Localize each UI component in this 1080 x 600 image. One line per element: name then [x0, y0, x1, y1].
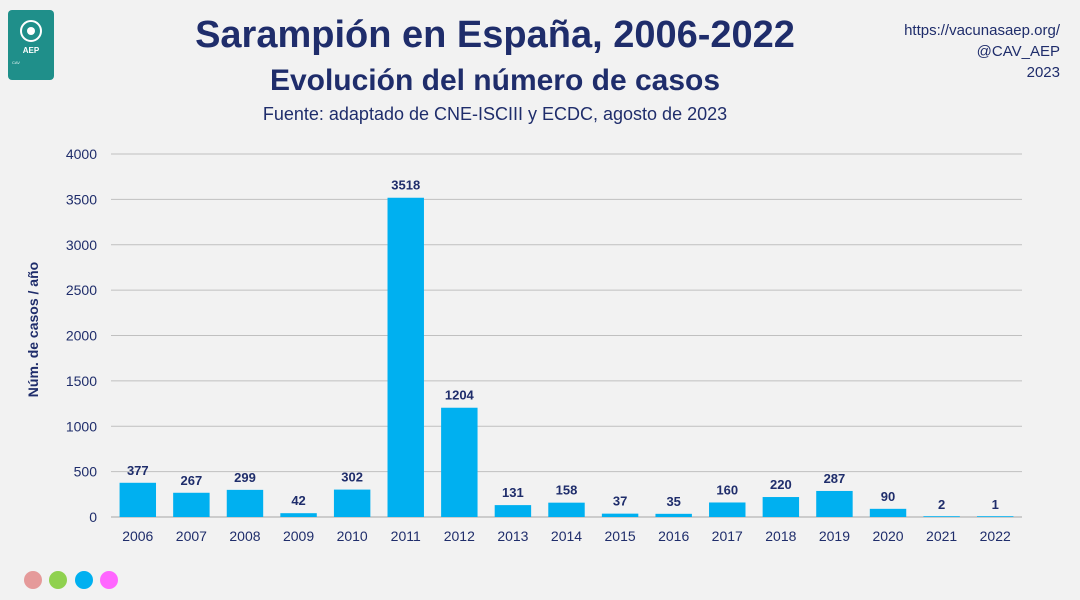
- logo-subtext: CAV: [12, 60, 20, 65]
- credit-year: 2023: [1026, 64, 1060, 81]
- data-label: 377: [127, 463, 149, 478]
- bar: [762, 497, 800, 517]
- bar: [869, 508, 907, 517]
- data-label: 42: [291, 493, 305, 508]
- bar: [601, 513, 639, 517]
- dot-blue-icon: [74, 571, 93, 589]
- bar: [816, 490, 853, 517]
- bar: [333, 489, 371, 517]
- x-tick-label: 2012: [444, 528, 475, 544]
- x-tick-label: 2019: [819, 528, 850, 544]
- data-label: 299: [234, 470, 256, 485]
- data-label: 35: [666, 494, 680, 509]
- credit-block: https://vacunasaep.org/ @CAV_AEP 2023: [904, 20, 1060, 83]
- bar: [387, 197, 424, 517]
- logo-text: AEP: [22, 46, 40, 55]
- page-subtitle: Evolución del número de casos: [269, 64, 721, 97]
- bar: [280, 513, 317, 517]
- x-tick-label: 2009: [283, 528, 314, 544]
- bar: [655, 513, 692, 517]
- bar: [923, 516, 960, 517]
- aep-logo: AEP CAV: [8, 10, 54, 80]
- data-label: 1204: [445, 388, 475, 403]
- bar: [976, 516, 1014, 517]
- data-label: 302: [341, 470, 363, 485]
- x-tick-label: 2020: [872, 528, 903, 544]
- decorative-dots: [24, 571, 121, 594]
- dot-green-icon: [49, 571, 68, 589]
- data-label: 2: [938, 497, 945, 512]
- y-tick-label: 3500: [66, 191, 97, 207]
- dot-pink-icon: [24, 571, 42, 589]
- y-tick-label: 0: [89, 509, 97, 525]
- x-tick-label: 2021: [926, 528, 957, 544]
- y-tick-label: 2500: [66, 282, 97, 298]
- bar: [226, 489, 264, 517]
- x-tick-label: 2014: [551, 528, 582, 544]
- credit-handle: @CAV_AEP: [976, 43, 1060, 60]
- bar: [441, 407, 478, 517]
- dot-magenta-icon: [100, 571, 119, 589]
- x-tick-label: 2006: [122, 528, 153, 544]
- data-label: 1: [992, 497, 999, 512]
- x-tick-label: 2022: [980, 528, 1011, 544]
- data-label: 220: [770, 477, 792, 492]
- y-tick-label: 3000: [66, 237, 97, 253]
- data-label: 37: [613, 494, 627, 509]
- bar: [709, 502, 746, 517]
- x-tick-label: 2017: [712, 528, 743, 544]
- data-label: 3518: [391, 178, 420, 193]
- data-label: 160: [716, 482, 738, 497]
- y-tick-label: 4000: [66, 146, 97, 162]
- bar: [494, 505, 532, 517]
- x-tick-label: 2016: [658, 528, 689, 544]
- data-label: 131: [502, 485, 524, 500]
- x-tick-label: 2018: [765, 528, 796, 544]
- y-axis-title: Núm. de casos / año: [25, 262, 41, 397]
- x-tick-label: 2013: [497, 528, 528, 544]
- data-label: 158: [556, 483, 578, 498]
- bar: [119, 482, 157, 517]
- y-tick-label: 1500: [66, 373, 97, 389]
- bar: [173, 492, 210, 517]
- y-tick-label: 500: [74, 464, 98, 480]
- bar: [548, 502, 585, 517]
- x-tick-label: 2008: [229, 528, 260, 544]
- page-title: Sarampión en España, 2006-2022: [195, 14, 795, 56]
- y-tick-label: 2000: [66, 328, 97, 344]
- data-label: 90: [881, 489, 895, 504]
- y-tick-label: 1000: [66, 418, 97, 434]
- data-label: 287: [824, 471, 846, 486]
- credit-url[interactable]: https://vacunasaep.org/: [904, 22, 1060, 39]
- aep-emblem-icon: [20, 20, 42, 42]
- x-tick-label: 2015: [605, 528, 636, 544]
- x-tick-label: 2007: [176, 528, 207, 544]
- x-tick-label: 2010: [337, 528, 368, 544]
- data-label: 267: [181, 473, 203, 488]
- source-note: Fuente: adaptado de CNE-ISCIII y ECDC, a…: [262, 104, 728, 124]
- x-tick-label: 2011: [391, 528, 421, 544]
